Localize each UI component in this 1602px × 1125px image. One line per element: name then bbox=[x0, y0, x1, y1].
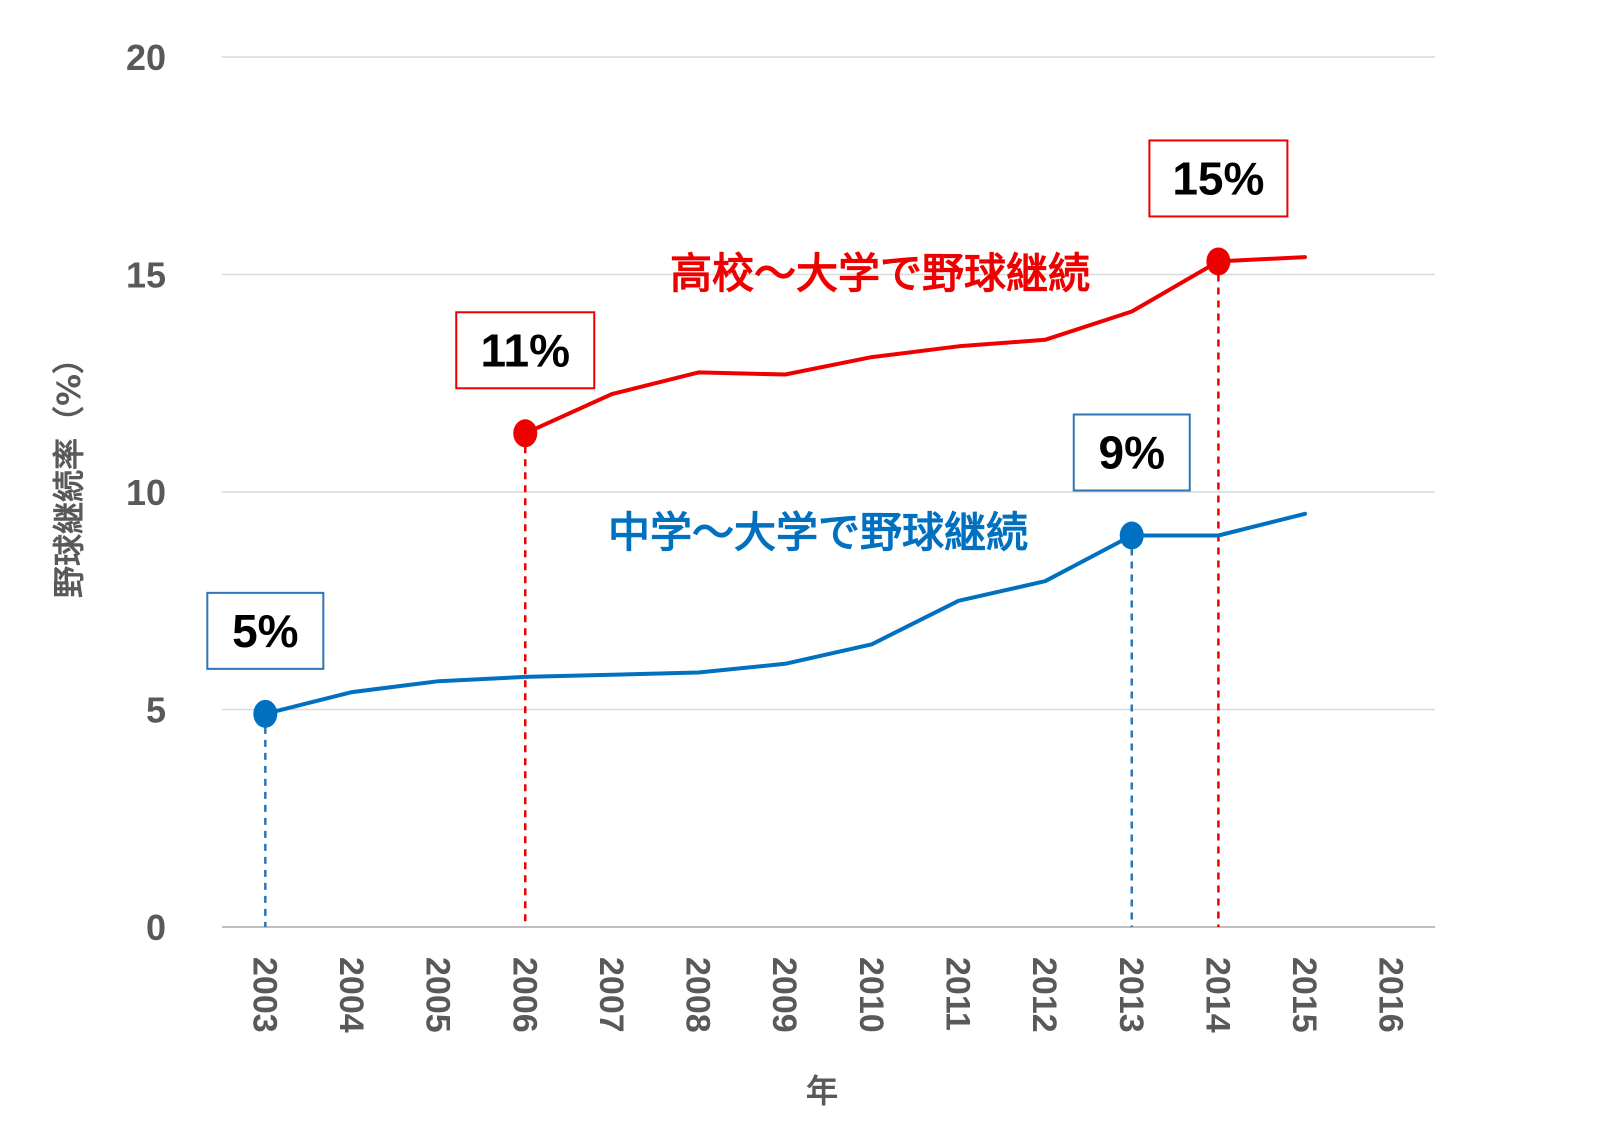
marker-2006 bbox=[513, 419, 538, 448]
x-tick-2009: 2009 bbox=[765, 957, 803, 1033]
annotation-droplines bbox=[264, 261, 1220, 927]
annotation-markers bbox=[253, 247, 1231, 728]
y-tick-20: 20 bbox=[126, 37, 166, 78]
x-tick-2012: 2012 bbox=[1025, 957, 1063, 1033]
x-tick-2014: 2014 bbox=[1198, 957, 1236, 1033]
x-tick-2013: 2013 bbox=[1112, 957, 1150, 1033]
x-tick-labels: 2003 2004 2005 2006 2007 2008 2009 2010 2011 2012… bbox=[245, 957, 1409, 1033]
series-label-high-school: 高校～大学で野球継続 bbox=[670, 249, 1090, 298]
callout-box-2003 bbox=[206, 591, 325, 670]
callout-box-2013 bbox=[1072, 413, 1191, 492]
callout-2013: 9% bbox=[1072, 413, 1191, 492]
y-tick-5: 5 bbox=[146, 690, 166, 731]
callout-label-2003: 5% bbox=[232, 605, 298, 657]
x-tick-2010: 2010 bbox=[852, 957, 890, 1033]
callout-2003: 5% bbox=[206, 591, 325, 670]
marker-2014 bbox=[1206, 247, 1231, 276]
gridlines bbox=[222, 56, 1435, 928]
x-tick-2011: 2011 bbox=[938, 957, 976, 1031]
series-line-1 bbox=[523, 255, 1307, 436]
x-tick-2006: 2006 bbox=[505, 957, 543, 1033]
callout-2014: 15% bbox=[1148, 139, 1289, 218]
callout-label-2014: 15% bbox=[1172, 152, 1264, 204]
x-tick-2016: 2016 bbox=[1372, 957, 1410, 1033]
y-tick-0: 0 bbox=[146, 907, 166, 948]
x-tick-2008: 2008 bbox=[679, 957, 717, 1033]
marker-2003 bbox=[253, 699, 278, 728]
y-tick-labels: 0 5 10 15 20 bbox=[126, 37, 166, 948]
callout-box-2006 bbox=[455, 311, 596, 390]
x-tick-2003: 2003 bbox=[245, 957, 283, 1033]
callout-label-2013: 9% bbox=[1099, 427, 1165, 479]
annotation-callouts: 5% 9% 11% 15% bbox=[206, 139, 1289, 670]
callout-box-2014 bbox=[1148, 139, 1289, 218]
series-label-junior-high: 中学～大学で野球継続 bbox=[608, 508, 1028, 557]
x-tick-2005: 2005 bbox=[419, 957, 457, 1033]
y-tick-10: 10 bbox=[126, 472, 166, 513]
callout-2006: 11% bbox=[455, 311, 596, 390]
x-tick-2015: 2015 bbox=[1285, 957, 1323, 1033]
y-axis-label: 野球継続率（%） bbox=[50, 342, 88, 598]
x-tick-2007: 2007 bbox=[592, 957, 630, 1033]
x-tick-2004: 2004 bbox=[332, 957, 370, 1033]
x-axis-label: 年 bbox=[806, 1072, 838, 1110]
marker-2013 bbox=[1119, 521, 1144, 550]
y-tick-15: 15 bbox=[126, 255, 166, 296]
callout-label-2006: 11% bbox=[480, 324, 570, 376]
